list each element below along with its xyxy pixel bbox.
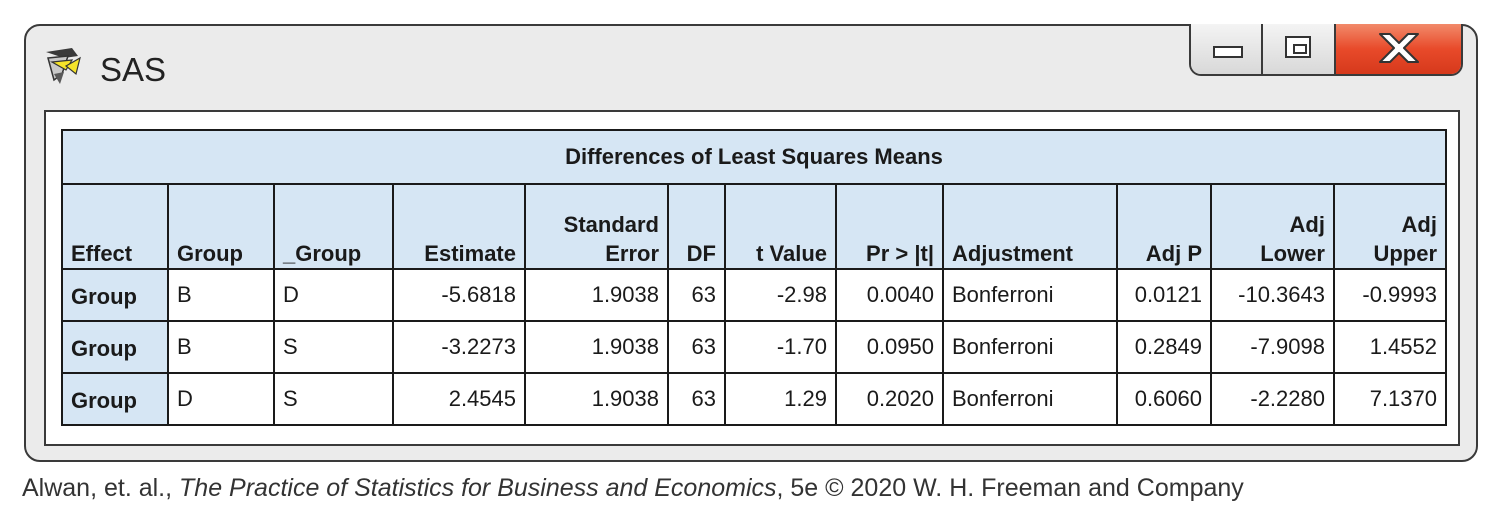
table-cell: 63 [667, 320, 726, 374]
column-header: Adj Lower [1210, 183, 1335, 270]
table-cell: 0.0040 [835, 268, 944, 322]
table-row: Group B S -3.2273 1.9038 63 -1.70 0.0950 Bonferr… [61, 320, 1447, 374]
column-header-text: Adj [1289, 212, 1325, 237]
column-header-text: Pr > |t| [866, 241, 934, 266]
window-title: SAS [100, 51, 167, 88]
column-header: Group [167, 183, 275, 270]
title-bar[interactable]: SAS [26, 24, 1476, 110]
column-header-text: Upper [1373, 241, 1437, 266]
table-row: Group B D -5.6818 1.9038 63 -2.98 0.0040 Bonferr… [61, 268, 1447, 322]
table-cell: -7.9098 [1210, 320, 1335, 374]
table-cell: S [273, 372, 394, 426]
table-cell: S [273, 320, 394, 374]
sas-window: SAS Differen [24, 24, 1478, 462]
column-header: Estimate [392, 183, 526, 270]
column-header: DF [667, 183, 726, 270]
table-cell: -0.9993 [1333, 268, 1447, 322]
table-cell: D [167, 372, 275, 426]
column-header-text: Group [177, 241, 243, 266]
table-header-row: Effect Group _Group Estimate Standard Error DF… [61, 183, 1447, 270]
figure-credit: Alwan, et. al., The Practice of Statisti… [22, 474, 1244, 503]
column-header: t Value [724, 183, 837, 270]
table-cell: D [273, 268, 394, 322]
table-cell: -2.98 [724, 268, 837, 322]
output-pane: Differences of Least Squares Means Effec… [44, 110, 1460, 446]
lsmeans-differences-table: Differences of Least Squares Means Effec… [61, 129, 1447, 426]
table-cell: 0.2020 [835, 372, 944, 426]
close-button[interactable] [1336, 24, 1461, 74]
table-cell: 63 [667, 268, 726, 322]
row-effect-cell: Group [61, 268, 169, 322]
credit-authors: Alwan, et. al., [22, 474, 180, 502]
column-header-text: Error [605, 241, 659, 266]
table-cell: 0.0121 [1116, 268, 1212, 322]
window-controls [1189, 24, 1463, 76]
column-header-text: _Group [283, 241, 362, 266]
column-header-text: DF [686, 241, 716, 266]
column-header: Effect [61, 183, 169, 270]
table-cell: -3.2273 [392, 320, 526, 374]
minimize-icon [1213, 46, 1243, 58]
maximize-icon [1285, 36, 1311, 58]
table-body: Group B D -5.6818 1.9038 63 -2.98 0.0040 Bonferr… [61, 268, 1447, 426]
credit-book-title: The Practice of Statistics for Business … [179, 474, 777, 502]
column-header-text: Effect [71, 241, 133, 266]
table-cell: 1.4552 [1333, 320, 1447, 374]
table-cell: Bonferroni [942, 372, 1118, 426]
column-header-text: Adjustment [952, 241, 1073, 266]
table-cell: Bonferroni [942, 268, 1118, 322]
column-header-text: Adj [1401, 212, 1437, 237]
table-cell: 1.9038 [524, 372, 669, 426]
table-cell: -1.70 [724, 320, 837, 374]
column-header-text: t Value [756, 241, 827, 266]
table-cell: 0.6060 [1116, 372, 1212, 426]
sas-app-icon [46, 48, 81, 84]
table-cell: 0.2849 [1116, 320, 1212, 374]
column-header-text: Adj P [1145, 241, 1202, 266]
table-cell: -2.2280 [1210, 372, 1335, 426]
table-cell: 7.1370 [1333, 372, 1447, 426]
table-cell: -5.6818 [392, 268, 526, 322]
table-cell: 1.9038 [524, 268, 669, 322]
table-cell: 2.4545 [392, 372, 526, 426]
column-header: Adjustment [942, 183, 1118, 270]
table-cell: -10.3643 [1210, 268, 1335, 322]
row-effect-cell: Group [61, 320, 169, 374]
column-header: Adj P [1116, 183, 1212, 270]
table-cell: B [167, 268, 275, 322]
table-cell: Bonferroni [942, 320, 1118, 374]
close-icon [1379, 33, 1419, 63]
table-row: Group D S 2.4545 1.9038 63 1.29 0.2020 Bonferron… [61, 372, 1447, 426]
table-cell: 1.29 [724, 372, 837, 426]
table-cell: 63 [667, 372, 726, 426]
table-cell: 0.0950 [835, 320, 944, 374]
row-effect-cell: Group [61, 372, 169, 426]
column-header: _Group [273, 183, 394, 270]
column-header-text: Estimate [424, 241, 516, 266]
column-header-text: Lower [1260, 241, 1325, 266]
column-header: Pr > |t| [835, 183, 944, 270]
table-cell: B [167, 320, 275, 374]
credit-publisher: , 5e © 2020 W. H. Freeman and Company [776, 474, 1244, 502]
maximize-button[interactable] [1263, 24, 1336, 74]
column-header: Standard Error [524, 183, 669, 270]
column-header: Adj Upper [1333, 183, 1447, 270]
table-cell: 1.9038 [524, 320, 669, 374]
minimize-button[interactable] [1191, 24, 1263, 74]
column-header-text: Standard [563, 212, 659, 237]
table-caption: Differences of Least Squares Means [61, 129, 1447, 185]
